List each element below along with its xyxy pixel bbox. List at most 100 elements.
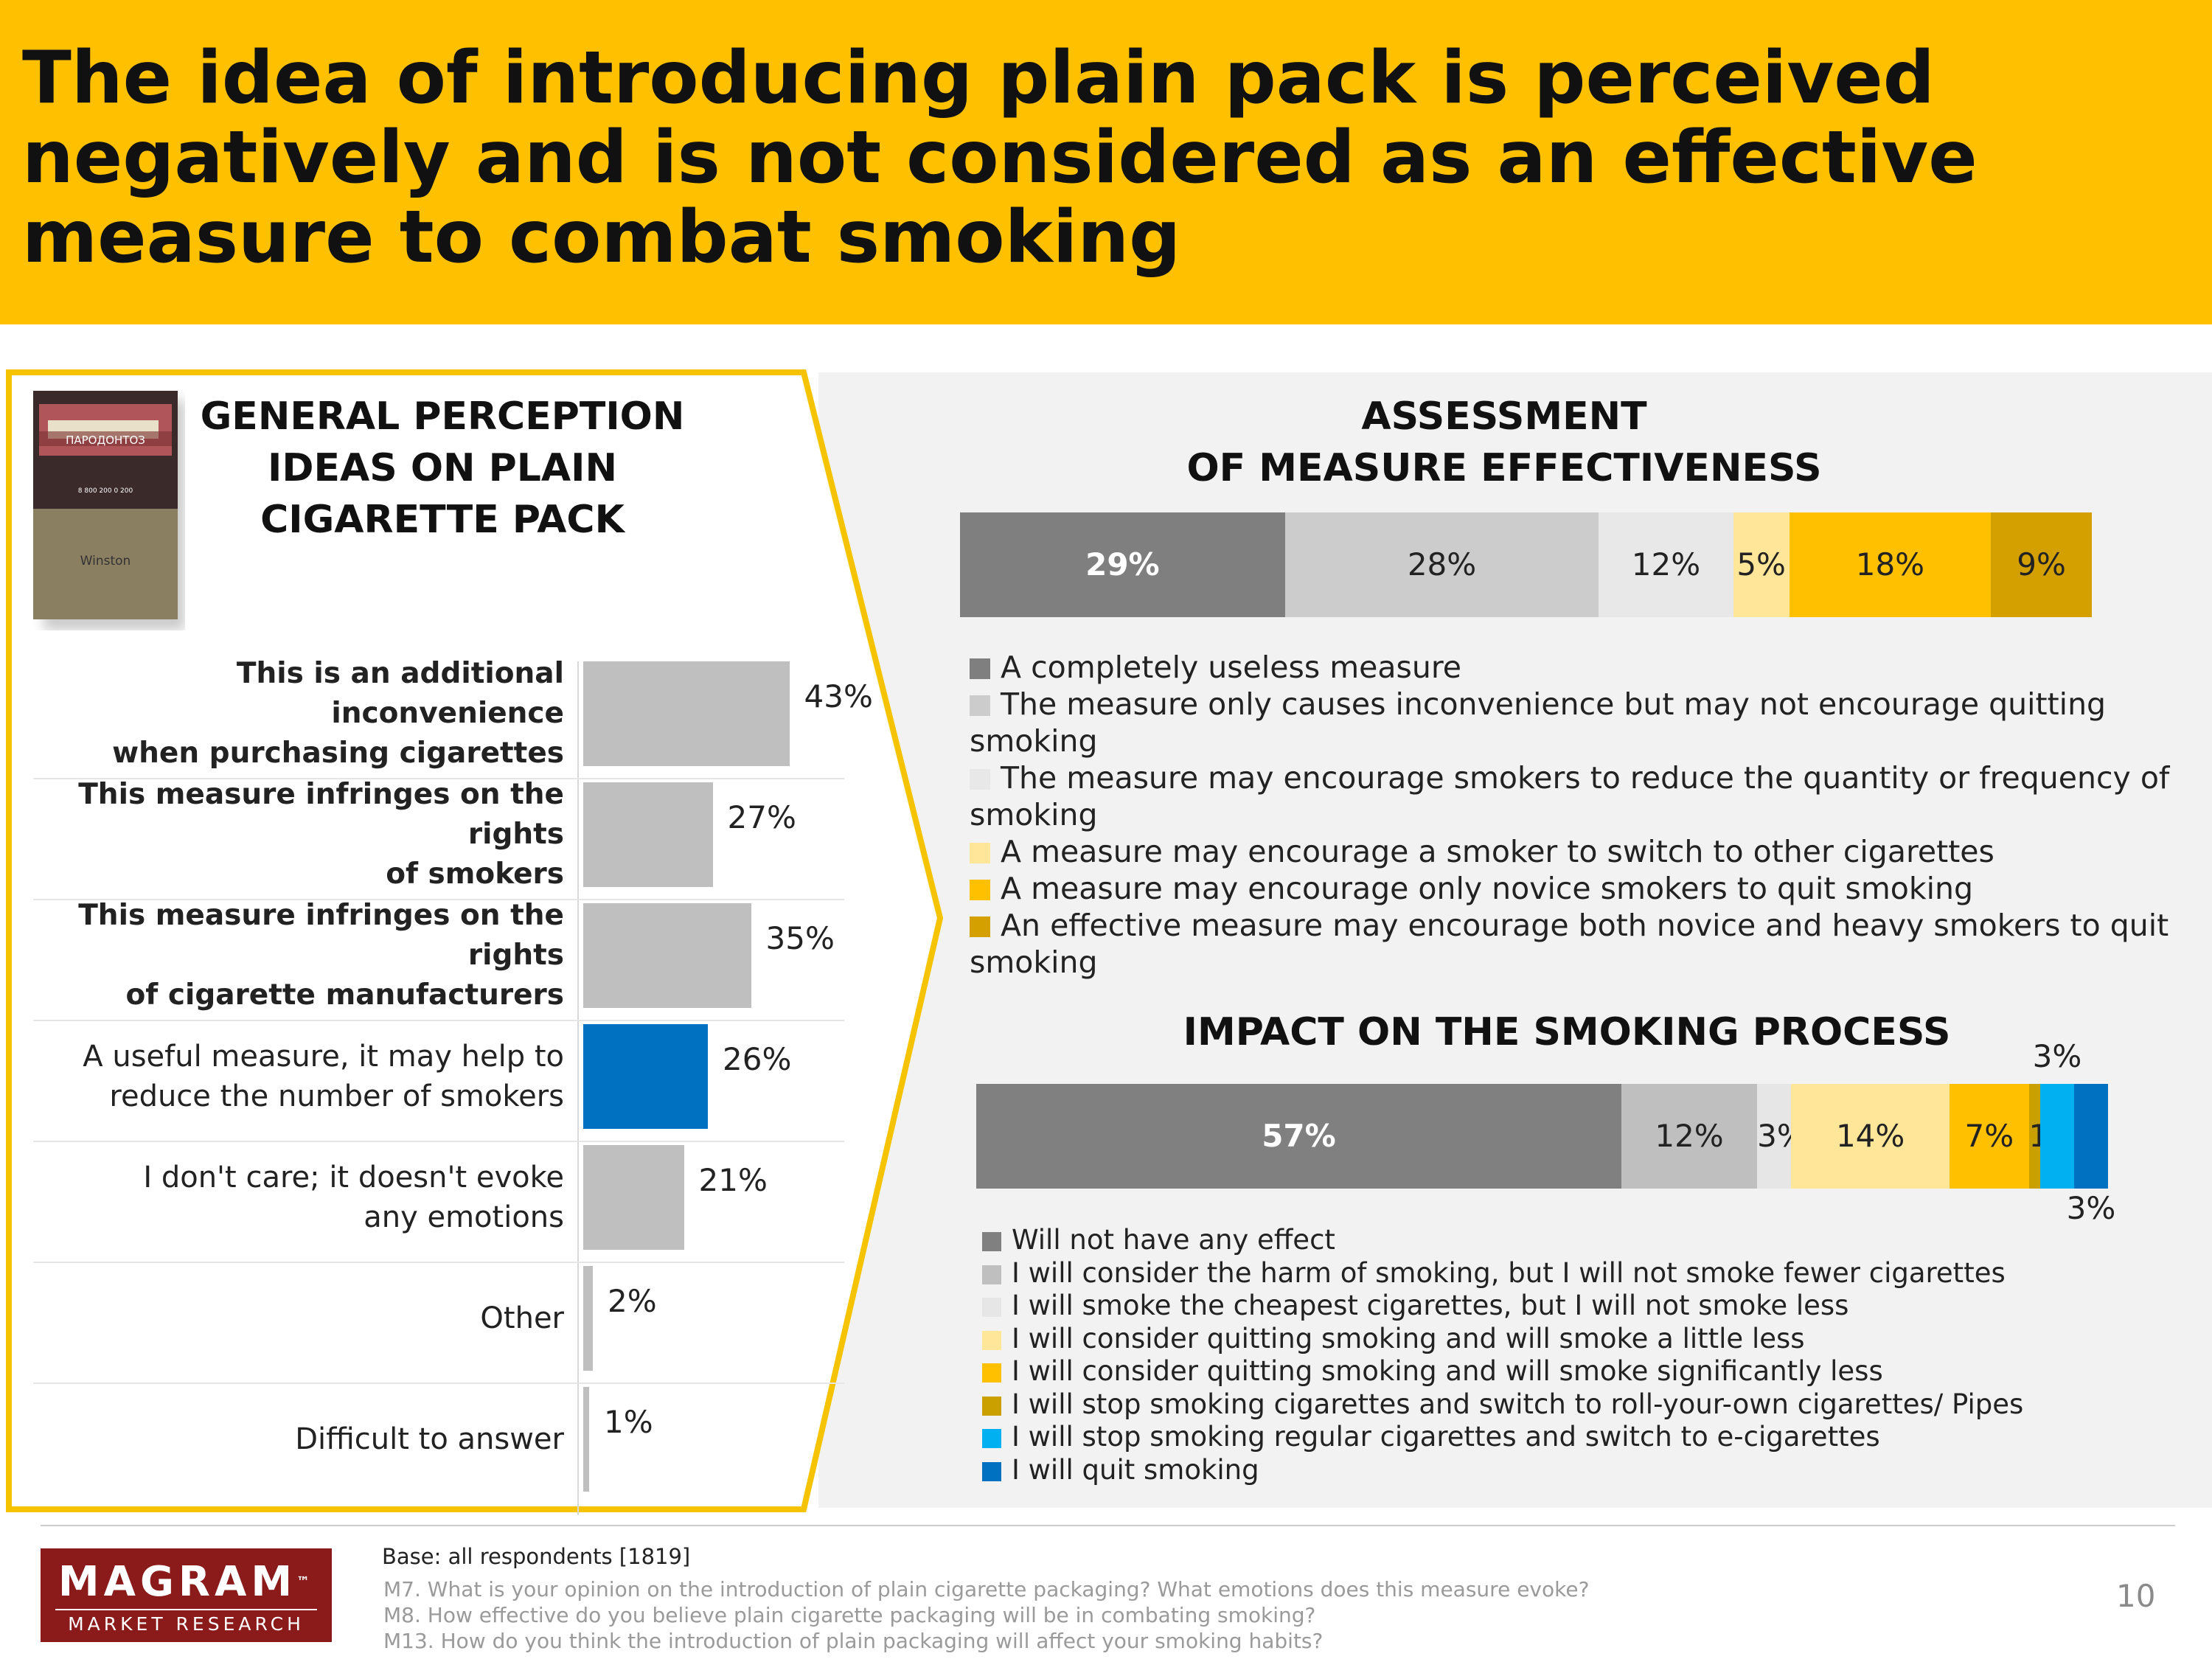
category-label-line: Other [480,1301,564,1335]
impact-legend-swatch [982,1232,1001,1251]
impact-legend-swatch [982,1330,1001,1350]
impact-legend-label: Will not have any effect [1012,1224,1335,1256]
impact-segment [1621,1084,1758,1189]
effectiveness-legend-swatch [970,843,990,863]
impact-legend-swatch [982,1265,1001,1284]
impact-legend-swatch [982,1396,1001,1416]
effectiveness-legend-item: A measure may encourage only novice smok… [970,870,2194,907]
perception-value-label: 43% [804,678,873,714]
effectiveness-segment [1733,512,1790,617]
impact-stacked-bar: 57%12%3%14%7%1%3%3% [976,1038,2115,1226]
impact-legend-label: I will consider quitting smoking and wil… [1012,1322,1805,1354]
category-label-line: Difficult to answer [295,1422,564,1456]
effectiveness-value-label: 5% [1736,546,1786,582]
effectiveness-legend-item: An effective measure may encourage both … [970,907,2194,981]
effectiveness-legend-label: A measure may encourage only novice smok… [1001,871,1974,906]
effectiveness-value-label: 29% [1085,546,1160,582]
category-label-line: This measure infringes on the rights [78,899,564,972]
perception-value-label: 27% [727,799,796,835]
perception-value-label: 35% [765,920,835,956]
category-label: This measure infringes on the rights of s… [29,778,564,891]
effectiveness-value-label: 28% [1407,546,1477,582]
impact-legend-item: I will consider quitting smoking and wil… [982,1323,2177,1356]
perception-bar [583,782,713,887]
left-panel-frame [6,369,944,1512]
perception-heading: GENERAL PERCEPTION IDEAS ON PLAIN CIGARE… [177,391,708,546]
category-label-line: when purchasing cigarettes [112,737,564,770]
question-m13: M13. How do you think the introduction o… [383,1629,1324,1653]
effectiveness-segment [1284,512,1599,617]
impact-legend-label: I will stop smoking cigarettes and switc… [1012,1388,2024,1420]
impact-value-label: 14% [1835,1118,1905,1154]
question-m8: M8. How effective do you believe plain c… [383,1603,1316,1627]
impact-legend: Will not have any effect I will consider … [982,1224,2177,1486]
category-label-line: of smokers [386,858,564,891]
category-label: A useful measure, it may help to reduce t… [29,1024,564,1129]
impact-legend-label: I will consider the harm of smoking, but… [1012,1256,2006,1289]
impact-segment [1950,1084,2029,1189]
category-label-line: This is an additional inconvenience [236,657,564,730]
impact-legend-swatch [982,1429,1001,1448]
perception-bar [583,903,751,1008]
effectiveness-heading: ASSESSMENT OF MEASURE EFFECTIVENESS [1062,391,1947,494]
cigarette-pack-image: ПАРОДОНТОЗ 8 800 200 0 200 Winston [33,391,185,630]
category-label-line: any emotions [364,1200,564,1234]
impact-legend-label: I will quit smoking [1012,1453,1259,1486]
impact-legend-item: I will consider the harm of smoking, but… [982,1257,2177,1290]
impact-heading: IMPACT ON THE SMOKING PROCESS [1183,1010,1951,1054]
effectiveness-legend-label: An effective measure may encourage both … [970,908,2169,980]
impact-segment [976,1084,1621,1189]
pack-warning-text: ПАРОДОНТОЗ [66,434,145,447]
impact-value-label: 3% [2066,1190,2116,1226]
pack-hotline-text: 8 800 200 0 200 [78,487,133,495]
perception-bar [583,661,790,766]
impact-legend-label: I will stop smoking regular cigarettes a… [1012,1421,1880,1453]
perception-bar-chart: This is an additional inconvenience when … [0,0,885,1548]
perception-bar [583,1024,708,1129]
effectiveness-value-label: 12% [1631,546,1701,582]
impact-segment [2039,1084,2074,1189]
perception-value-label: 1% [604,1404,653,1440]
perception-heading-line-2: IDEAS ON PLAIN [267,446,618,490]
effectiveness-legend-label: A completely useless measure [1001,650,1462,685]
perception-bar [583,1266,593,1371]
impact-legend-item: I will stop smoking regular cigarettes a… [982,1421,2177,1454]
impact-value-label: 7% [1964,1118,2014,1154]
row-separator [33,1382,844,1384]
effectiveness-legend-swatch [970,695,990,716]
category-label: Difficult to answer [29,1387,564,1492]
header-band [0,0,2212,324]
category-label: This measure infringes on the rights of c… [29,899,564,1012]
effectiveness-segment [1789,512,1992,617]
category-label-line: This measure infringes on the rights [78,778,564,851]
impact-legend-item: Will not have any effect [982,1224,2177,1257]
footer-divider [41,1525,2175,1526]
row-separator [33,778,844,779]
impact-segment [1757,1084,1792,1189]
category-label-line: of cigarette manufacturers [125,978,564,1012]
impact-legend-swatch [982,1298,1001,1317]
perception-axis-line [577,661,579,1515]
impact-legend-label: I will smoke the cheapest cigarettes, bu… [1012,1290,1849,1321]
perception-heading-line-3: CIGARETTE PACK [260,498,625,542]
row-separator [33,1262,844,1263]
row-separator [33,899,844,900]
row-separator [33,1141,844,1142]
category-label-line: reduce the number of smokers [109,1079,564,1113]
effectiveness-segment [1599,512,1733,617]
impact-value-label: 1% [2029,1084,2079,1189]
perception-value-label: 2% [608,1283,657,1319]
impact-legend-label: I will consider quitting smoking and wil… [1012,1355,1883,1387]
impact-segment [2073,1084,2108,1189]
logo-subtitle: MARKET RESEARCH [55,1609,317,1635]
page-title: The idea of introducing plain pack is pe… [22,36,1978,279]
impact-value-label: 12% [1655,1118,1724,1154]
category-label-line: I don't care; it doesn't evoke [143,1161,564,1194]
impact-legend-item: I will quit smoking [982,1454,2177,1487]
effectiveness-segment [960,512,1285,617]
magram-logo: MAGRAM™ MARKET RESEARCH [41,1548,332,1642]
category-label: Other [29,1266,564,1371]
impact-value-label: 3% [2032,1038,2082,1074]
effectiveness-legend-label: The measure only causes inconvenience bu… [970,686,2107,759]
impact-value-label: 57% [1262,1118,1336,1154]
